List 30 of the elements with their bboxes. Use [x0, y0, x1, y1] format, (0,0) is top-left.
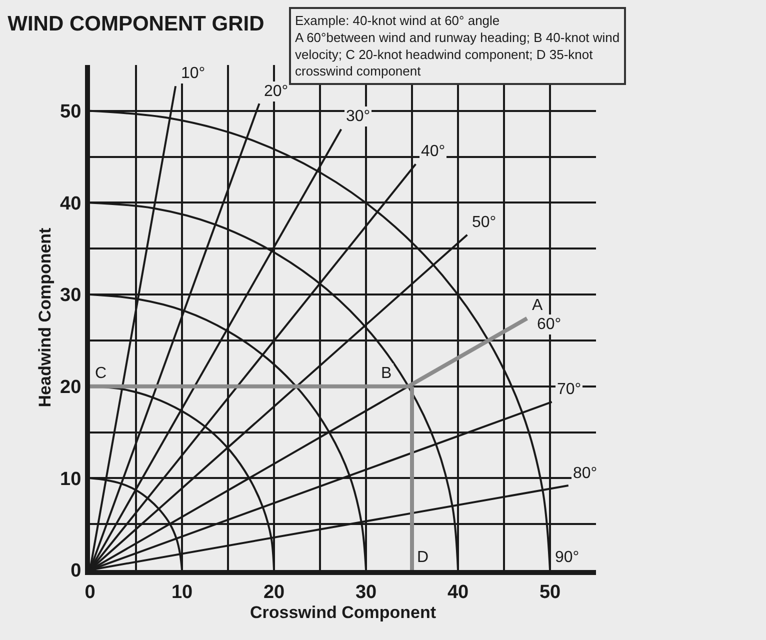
- text: Example: 40-knot wind at 60° angle: [295, 13, 500, 28]
- y-tick-label: 50: [60, 102, 82, 123]
- x-tick-label: 10: [171, 582, 193, 603]
- x-tick-label: 40: [447, 582, 469, 603]
- y-tick-label: 30: [60, 285, 82, 306]
- annotation: 30°: [346, 108, 370, 125]
- x-tick-label: 30: [355, 582, 377, 603]
- annotation: 10°: [181, 65, 206, 82]
- annotation: A: [532, 297, 543, 314]
- y-tick-label: 10: [60, 468, 82, 490]
- annotation: 40°: [421, 143, 446, 160]
- x-axis-title: Crosswind Component: [250, 603, 436, 622]
- annotation: 80°: [573, 465, 598, 482]
- y-tick-label: 20: [60, 377, 82, 398]
- chart-title: WIND COMPONENT GRID: [8, 12, 264, 36]
- annotation: 50°: [472, 214, 496, 231]
- y-tick-label: 40: [60, 193, 82, 214]
- annotation: D: [417, 549, 429, 566]
- x-tick-label: 20: [263, 582, 285, 603]
- y-axis-title: Headwind Component: [36, 227, 55, 408]
- annotation: A 60°between wind and runway heading; B 40-knot wind velocity; C 20-knot headwind component; D 35-knot crosswind component: [295, 30, 620, 79]
- x-tick-label: 0: [84, 582, 96, 603]
- annotation: C: [95, 365, 107, 382]
- x-tick-label: 50: [539, 582, 561, 603]
- annotation: 70°: [557, 381, 582, 398]
- annotation: 90°: [555, 549, 580, 566]
- annotation: 60°: [537, 316, 562, 333]
- annotation: B: [381, 365, 392, 382]
- annotation: 20°: [264, 83, 288, 100]
- y-tick-label: 0: [70, 560, 82, 582]
